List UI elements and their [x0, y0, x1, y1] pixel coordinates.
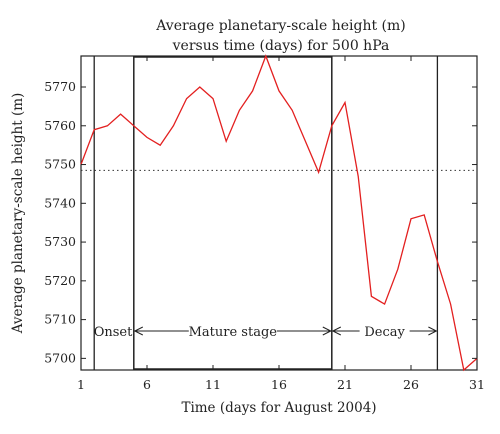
x-tick-label: 11	[205, 377, 221, 392]
y-tick-label: 5740	[44, 195, 76, 210]
phase-label-decay: Decay	[364, 325, 405, 340]
x-tick-label: 6	[143, 377, 151, 392]
x-tick-label: 21	[337, 377, 353, 392]
x-tick-label: 26	[403, 377, 419, 392]
y-tick-label: 5730	[44, 234, 76, 249]
plot-frame	[80, 55, 478, 371]
chart-title-line-2: versus time (days) for 500 hPa	[172, 38, 390, 54]
x-tick-label: 1	[77, 377, 85, 392]
y-tick-label: 5760	[44, 118, 76, 133]
y-tick-label: 5750	[44, 157, 76, 172]
y-axis-label: Average planetary-scale height (m)	[10, 93, 26, 335]
x-tick-label: 16	[271, 377, 287, 392]
y-tick-label: 5770	[44, 79, 76, 94]
series-line	[80, 54, 478, 372]
y-tick-label: 5700	[44, 350, 76, 365]
y-tick-label: 5720	[44, 273, 76, 288]
phase-label-mature: Mature stage	[189, 325, 278, 340]
mature-stage-box	[133, 56, 333, 370]
y-tick-label: 5710	[44, 312, 76, 327]
chart-title-line-1: Average planetary-scale height (m)	[155, 18, 405, 34]
x-axis-label: Time (days for August 2004)	[181, 400, 376, 416]
phase-arrowhead	[331, 326, 342, 336]
phase-arrowhead	[322, 326, 332, 336]
phase-arrowhead	[428, 326, 438, 336]
x-tick-label: 31	[469, 377, 485, 392]
phase-arrowhead	[133, 326, 144, 336]
phase-label-onset: Onset	[94, 325, 133, 340]
